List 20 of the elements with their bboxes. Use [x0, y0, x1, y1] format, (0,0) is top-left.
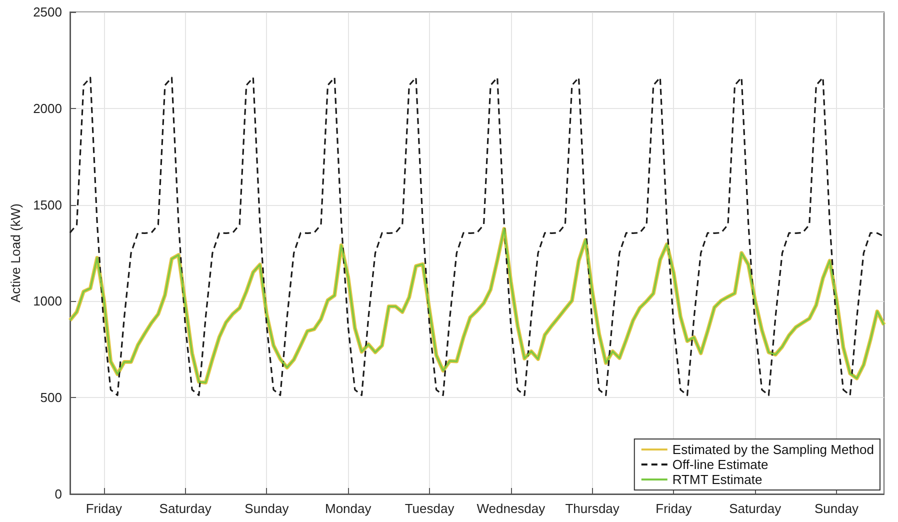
y-axis-title: Active Load (kW)	[8, 204, 24, 302]
y-tick-label: 2500	[33, 4, 62, 20]
x-tick-label: Monday	[324, 501, 372, 516]
legend-label: RTMT Estimate	[672, 472, 762, 487]
x-tick-label: Friday	[86, 501, 122, 516]
x-tick-label: Saturday	[159, 501, 212, 516]
y-tick-label: 1000	[33, 294, 62, 309]
legend-label: Estimated by the Sampling Method	[672, 442, 874, 457]
x-tick-label: Saturday	[729, 501, 782, 516]
x-tick-label: Friday	[656, 501, 692, 516]
y-tick-label: 500	[40, 390, 62, 406]
legend-label: Off-line Estimate	[672, 457, 768, 472]
x-tick-label: Thursday	[565, 501, 620, 516]
y-tick-label: 0	[54, 486, 62, 502]
x-tick-label: Wednesday	[476, 501, 546, 516]
y-tick-label: 1500	[33, 197, 62, 212]
x-tick-label: Tuesday	[404, 501, 455, 516]
y-tick-label: 2000	[33, 100, 62, 116]
x-tick-label: Sunday	[244, 501, 290, 516]
x-tick-label: Sunday	[814, 501, 860, 516]
